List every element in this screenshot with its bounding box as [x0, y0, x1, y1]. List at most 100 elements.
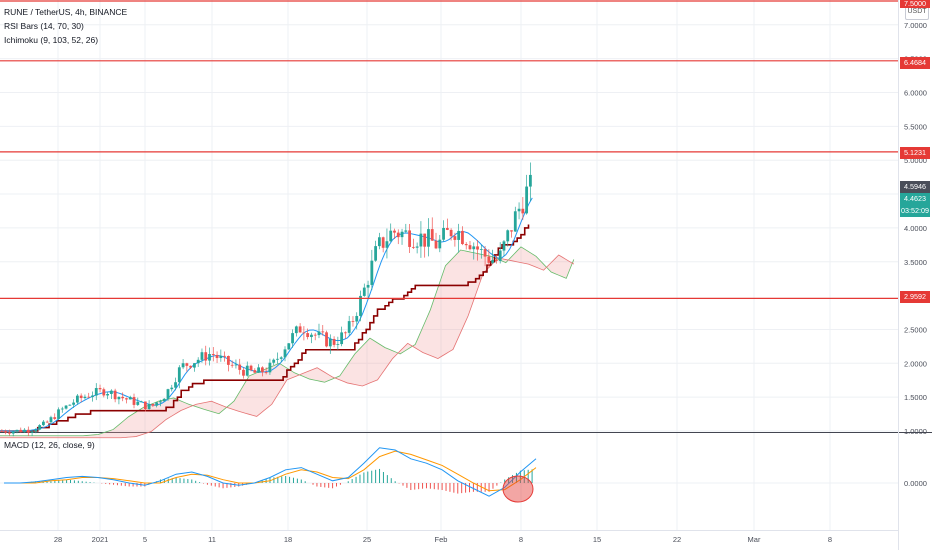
candle-body [415, 246, 419, 248]
candle-body [211, 354, 215, 355]
candle-body [479, 249, 483, 250]
candle-body [60, 408, 64, 410]
candle-body [370, 260, 374, 285]
resistance-tag-1: 6.4684 [900, 57, 930, 69]
candle-body [344, 332, 347, 334]
candle-body [238, 364, 242, 370]
candle-body [393, 230, 396, 233]
candle-body [268, 362, 272, 373]
candle-body [495, 260, 498, 261]
candle-body [147, 403, 151, 410]
candle-body [109, 390, 113, 394]
candle-body [472, 246, 476, 250]
candle-body [491, 260, 495, 263]
candle-body [381, 237, 385, 248]
candle-body [513, 211, 517, 232]
candle-body [291, 333, 294, 344]
candle-body [253, 370, 257, 373]
candle-body [162, 398, 166, 402]
candle-body [98, 388, 102, 390]
macd-y-tick-label: 0.0000 [904, 479, 927, 488]
ichimoku-legend[interactable]: Ichimoku (9, 103, 52, 26) [4, 35, 99, 45]
candle-body [442, 227, 445, 240]
candle-body [208, 354, 211, 361]
candle-body [234, 364, 238, 366]
candle-body [306, 333, 310, 338]
candle-body [215, 354, 219, 359]
candle-body [445, 227, 449, 230]
candle-body [230, 364, 234, 366]
y-tick-label-8: 2.5000 [904, 325, 927, 334]
candle-body [121, 396, 125, 399]
candle-body [408, 230, 411, 247]
x-tick-label-4: 18 [284, 535, 292, 544]
candle-body [45, 421, 49, 423]
candle-body [283, 349, 287, 358]
candle-body [325, 332, 328, 347]
currency-button[interactable]: USDT [905, 4, 929, 20]
resistance-tag-2: 5.1231 [900, 147, 930, 159]
y-tick-label-0: 7.0000 [904, 21, 927, 30]
candle-body [72, 402, 76, 405]
candle-body [106, 393, 109, 396]
candle-body [502, 241, 506, 251]
y-tick-label-9: 2.0000 [904, 359, 927, 368]
candle-body [510, 230, 513, 232]
candle-body [19, 429, 23, 433]
candle-body [177, 367, 181, 383]
candle-body [427, 229, 430, 247]
candle-body [359, 295, 362, 316]
candle-body [136, 401, 140, 405]
y-tick-label-6: 4.0000 [904, 224, 927, 233]
y-tick-label-10: 1.5000 [904, 393, 927, 402]
candle-body [272, 359, 276, 363]
candle-body [438, 239, 442, 249]
candle-body [521, 208, 525, 214]
rsi-bars-legend[interactable]: RSI Bars (14, 70, 30) [4, 21, 84, 31]
candle-body [151, 403, 155, 406]
candle-body [49, 417, 53, 423]
y-tick-label-2: 6.0000 [904, 89, 927, 98]
candle-body [302, 332, 306, 334]
x-tick-label-11: 8 [828, 535, 832, 544]
candle-body [336, 344, 340, 345]
candle-body [362, 287, 366, 296]
candle-body [340, 332, 344, 345]
x-tick-label-7: 8 [519, 535, 523, 544]
candle-body [166, 389, 170, 399]
kijun-line [0, 224, 530, 432]
x-tick-label-9: 22 [673, 535, 681, 544]
y-tick-label-7: 3.5000 [904, 258, 927, 267]
candle-body [400, 231, 404, 238]
candle-body [419, 233, 423, 247]
candle-body [276, 358, 279, 360]
candle-body [8, 432, 11, 434]
candle-body [517, 208, 521, 212]
candle-body [102, 389, 106, 396]
candle-body [310, 334, 313, 338]
candle-body [15, 429, 19, 432]
candle-body [83, 396, 87, 399]
candle-body [170, 387, 174, 390]
candle-body [38, 425, 42, 430]
candle-body [113, 390, 117, 400]
candle-body [389, 230, 393, 242]
macd-legend[interactable]: MACD (12, 26, close, 9) [4, 440, 95, 450]
candle-body [204, 352, 208, 361]
candle-body [189, 365, 193, 368]
y-tick-label-11: 1.0000 [904, 427, 927, 436]
x-tick-label-6: Feb [435, 535, 448, 544]
candle-body [185, 363, 189, 366]
candle-body [385, 241, 389, 248]
candle-body [174, 382, 177, 388]
candle-body [461, 230, 464, 245]
candle-body [298, 326, 302, 333]
candle-body [117, 396, 121, 400]
macd-panel [0, 434, 898, 530]
candle-body [411, 246, 415, 248]
candle-body [249, 365, 253, 371]
candle-body [94, 388, 98, 396]
candle-body [125, 398, 128, 400]
x-tick-label-0: 28 [54, 535, 62, 544]
